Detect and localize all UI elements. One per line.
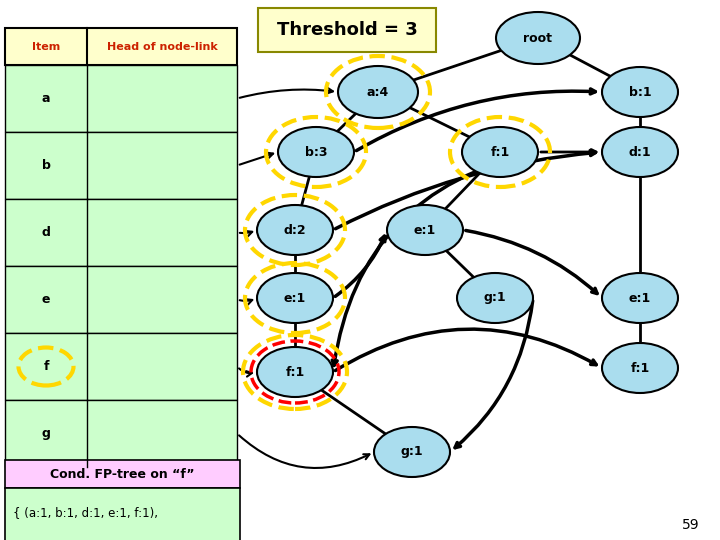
Text: f:1: f:1 — [490, 145, 510, 159]
Text: { (a:1, b:1, d:1, e:1, f:1),: { (a:1, b:1, d:1, e:1, f:1), — [13, 506, 158, 519]
Ellipse shape — [496, 12, 580, 64]
Text: b:3: b:3 — [305, 145, 328, 159]
Text: Item: Item — [32, 42, 60, 51]
Ellipse shape — [257, 273, 333, 323]
Text: d:2: d:2 — [284, 224, 306, 237]
Text: f: f — [43, 360, 49, 373]
Text: a: a — [42, 92, 50, 105]
Ellipse shape — [602, 67, 678, 117]
Text: f:1: f:1 — [285, 366, 305, 379]
Bar — [5, 28, 237, 65]
Bar — [5, 199, 237, 266]
Ellipse shape — [374, 427, 450, 477]
Text: e: e — [42, 293, 50, 306]
Ellipse shape — [387, 205, 463, 255]
Bar — [5, 266, 237, 333]
Text: 59: 59 — [683, 518, 700, 532]
Text: d: d — [42, 226, 50, 239]
Ellipse shape — [257, 205, 333, 255]
Bar — [5, 460, 240, 488]
Text: a:4: a:4 — [367, 85, 389, 98]
Bar — [5, 400, 237, 467]
Text: Threshold = 3: Threshold = 3 — [276, 21, 418, 39]
Ellipse shape — [257, 347, 333, 397]
Text: e:1: e:1 — [629, 292, 651, 305]
Text: g:1: g:1 — [484, 292, 506, 305]
Text: Head of node-link: Head of node-link — [107, 42, 217, 51]
Ellipse shape — [338, 66, 418, 118]
Text: e:1: e:1 — [284, 292, 306, 305]
Text: Cond. FP-tree on “f”: Cond. FP-tree on “f” — [50, 468, 194, 481]
Ellipse shape — [602, 343, 678, 393]
Text: b: b — [42, 159, 50, 172]
Bar — [5, 132, 237, 199]
Text: g:1: g:1 — [401, 446, 423, 458]
Text: root: root — [523, 31, 552, 44]
Ellipse shape — [278, 127, 354, 177]
Ellipse shape — [602, 273, 678, 323]
Bar — [5, 333, 237, 400]
Text: g: g — [42, 427, 50, 440]
Bar — [258, 8, 436, 52]
Bar — [5, 488, 240, 540]
Bar — [5, 65, 237, 132]
Text: d:1: d:1 — [629, 145, 652, 159]
Text: e:1: e:1 — [414, 224, 436, 237]
Ellipse shape — [602, 127, 678, 177]
Text: f:1: f:1 — [631, 361, 649, 375]
Text: b:1: b:1 — [629, 85, 652, 98]
Ellipse shape — [462, 127, 538, 177]
Ellipse shape — [457, 273, 533, 323]
